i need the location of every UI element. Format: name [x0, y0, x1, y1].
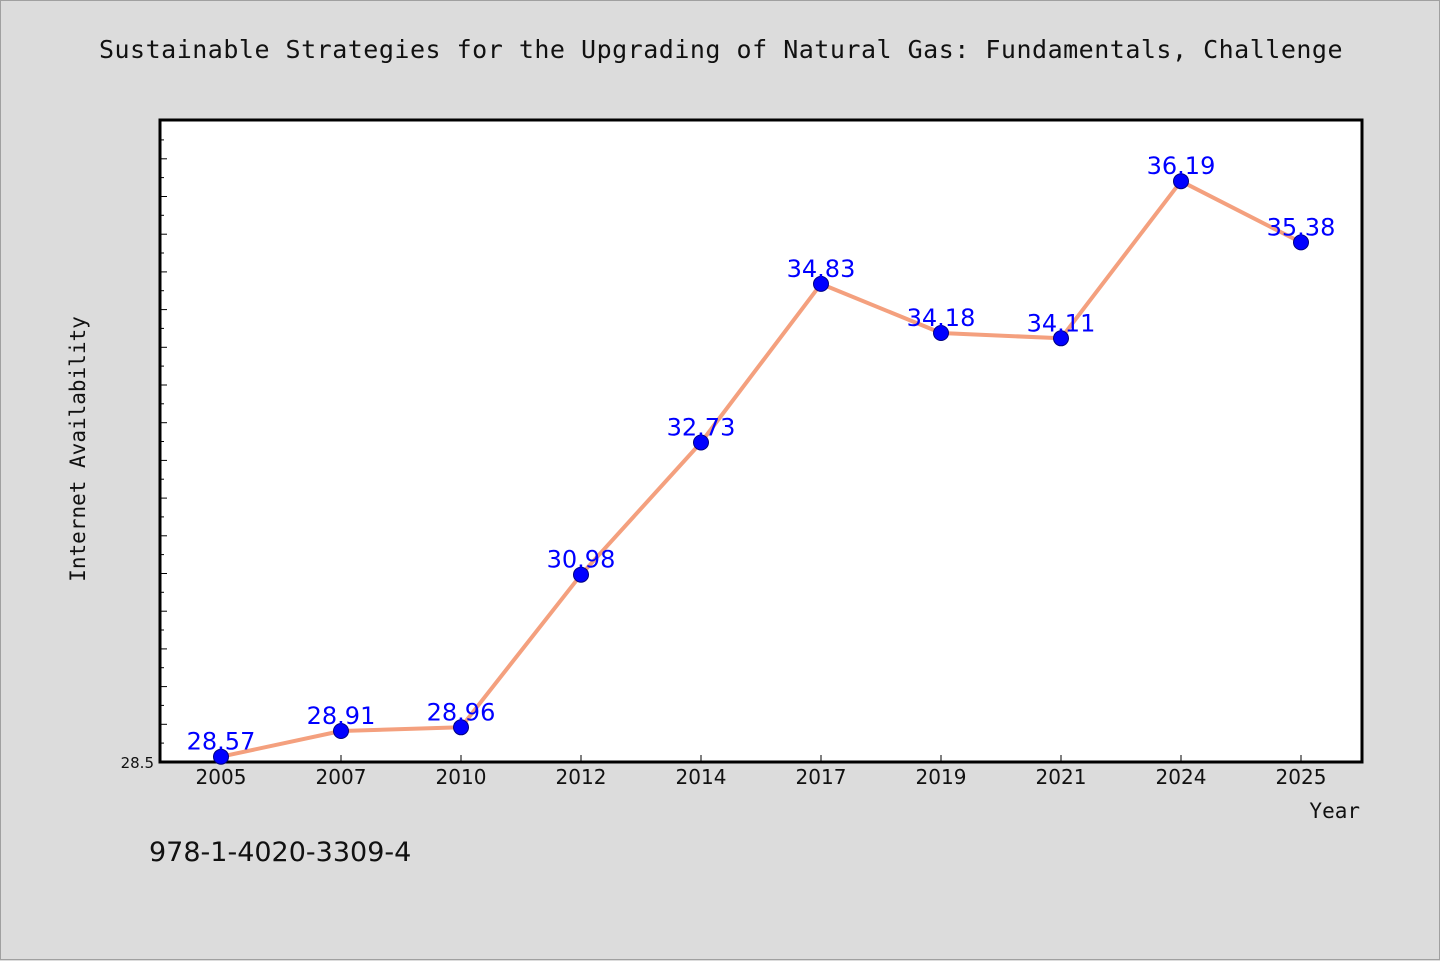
data-label: 34.11 — [1027, 309, 1096, 337]
x-tick-label: 2012 — [556, 765, 607, 789]
x-tick-label: 2010 — [436, 765, 487, 789]
data-point — [1173, 173, 1189, 190]
data-label: 28.91 — [307, 702, 376, 730]
data-point — [453, 719, 469, 736]
series-line — [220, 179, 1302, 759]
chart-title: Sustainable Strategies for the Upgrading… — [98, 35, 1344, 64]
x-axis-title: Year — [1309, 799, 1360, 823]
data-label: 35.38 — [1267, 213, 1336, 241]
x-tick-label: 2021 — [1036, 765, 1087, 789]
data-label: 36.19 — [1147, 152, 1216, 180]
isbn-text: 978-1-4020-3309-4 — [149, 837, 412, 868]
series-markers — [213, 173, 1309, 765]
data-point — [1053, 330, 1069, 347]
data-label: 30.98 — [547, 546, 616, 574]
x-tick-label: 2017 — [796, 765, 847, 789]
data-label: 34.83 — [787, 255, 856, 283]
x-tick-label: 2007 — [316, 765, 367, 789]
x-tick-label: 2014 — [676, 765, 727, 789]
y-axis-title: Internet Availability — [66, 316, 90, 582]
data-point — [333, 723, 349, 739]
x-tick-label: 2025 — [1276, 765, 1327, 789]
data-label: 28.57 — [187, 728, 256, 756]
data-label: 32.73 — [667, 414, 736, 442]
x-tick-label: 2019 — [916, 765, 967, 789]
data-point — [813, 275, 829, 292]
x-axis-tick-labels: 2005 2007 2010 2012 2014 2017 2019 2021 2024 2025 — [196, 765, 1327, 789]
data-point — [1293, 234, 1309, 251]
x-tick-label: 2024 — [1156, 765, 1207, 789]
data-label: 34.18 — [907, 304, 976, 332]
plot-area — [158, 118, 1364, 764]
data-label: 28.96 — [427, 698, 496, 726]
data-point — [573, 566, 589, 583]
data-point — [933, 325, 949, 341]
data-point — [693, 434, 709, 451]
data-labels: 28.57 28.91 28.96 30.98 32.73 34.83 34.18 34.11… — [187, 152, 1336, 756]
x-tick-label: 2005 — [196, 765, 247, 789]
y-tick-label: 28.5 — [121, 754, 154, 772]
data-point — [213, 748, 229, 765]
y-axis-ticks — [160, 139, 167, 763]
